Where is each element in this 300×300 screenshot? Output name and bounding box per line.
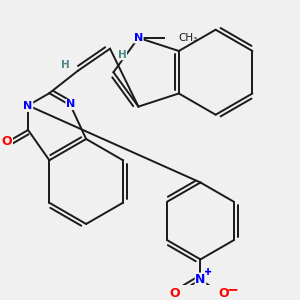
Text: +: + <box>205 266 213 277</box>
Text: N: N <box>195 273 206 286</box>
Text: O: O <box>170 287 181 300</box>
Text: H: H <box>61 60 69 70</box>
Text: N: N <box>134 33 143 43</box>
Text: −: − <box>227 283 239 297</box>
Text: N: N <box>23 101 33 112</box>
Text: O: O <box>2 135 12 148</box>
Text: −: − <box>227 283 239 297</box>
Text: O: O <box>170 287 181 300</box>
Text: N: N <box>134 33 143 43</box>
Text: N: N <box>23 101 33 112</box>
Text: N: N <box>66 100 75 110</box>
Text: O: O <box>2 135 12 148</box>
Text: H: H <box>118 50 127 60</box>
Text: O: O <box>218 287 229 300</box>
Text: N: N <box>195 273 206 286</box>
Text: O: O <box>218 287 229 300</box>
Text: N: N <box>66 100 75 110</box>
Text: H: H <box>118 50 126 60</box>
Text: CH₃: CH₃ <box>178 33 197 43</box>
Text: +: + <box>205 266 213 277</box>
Text: H: H <box>61 60 70 70</box>
